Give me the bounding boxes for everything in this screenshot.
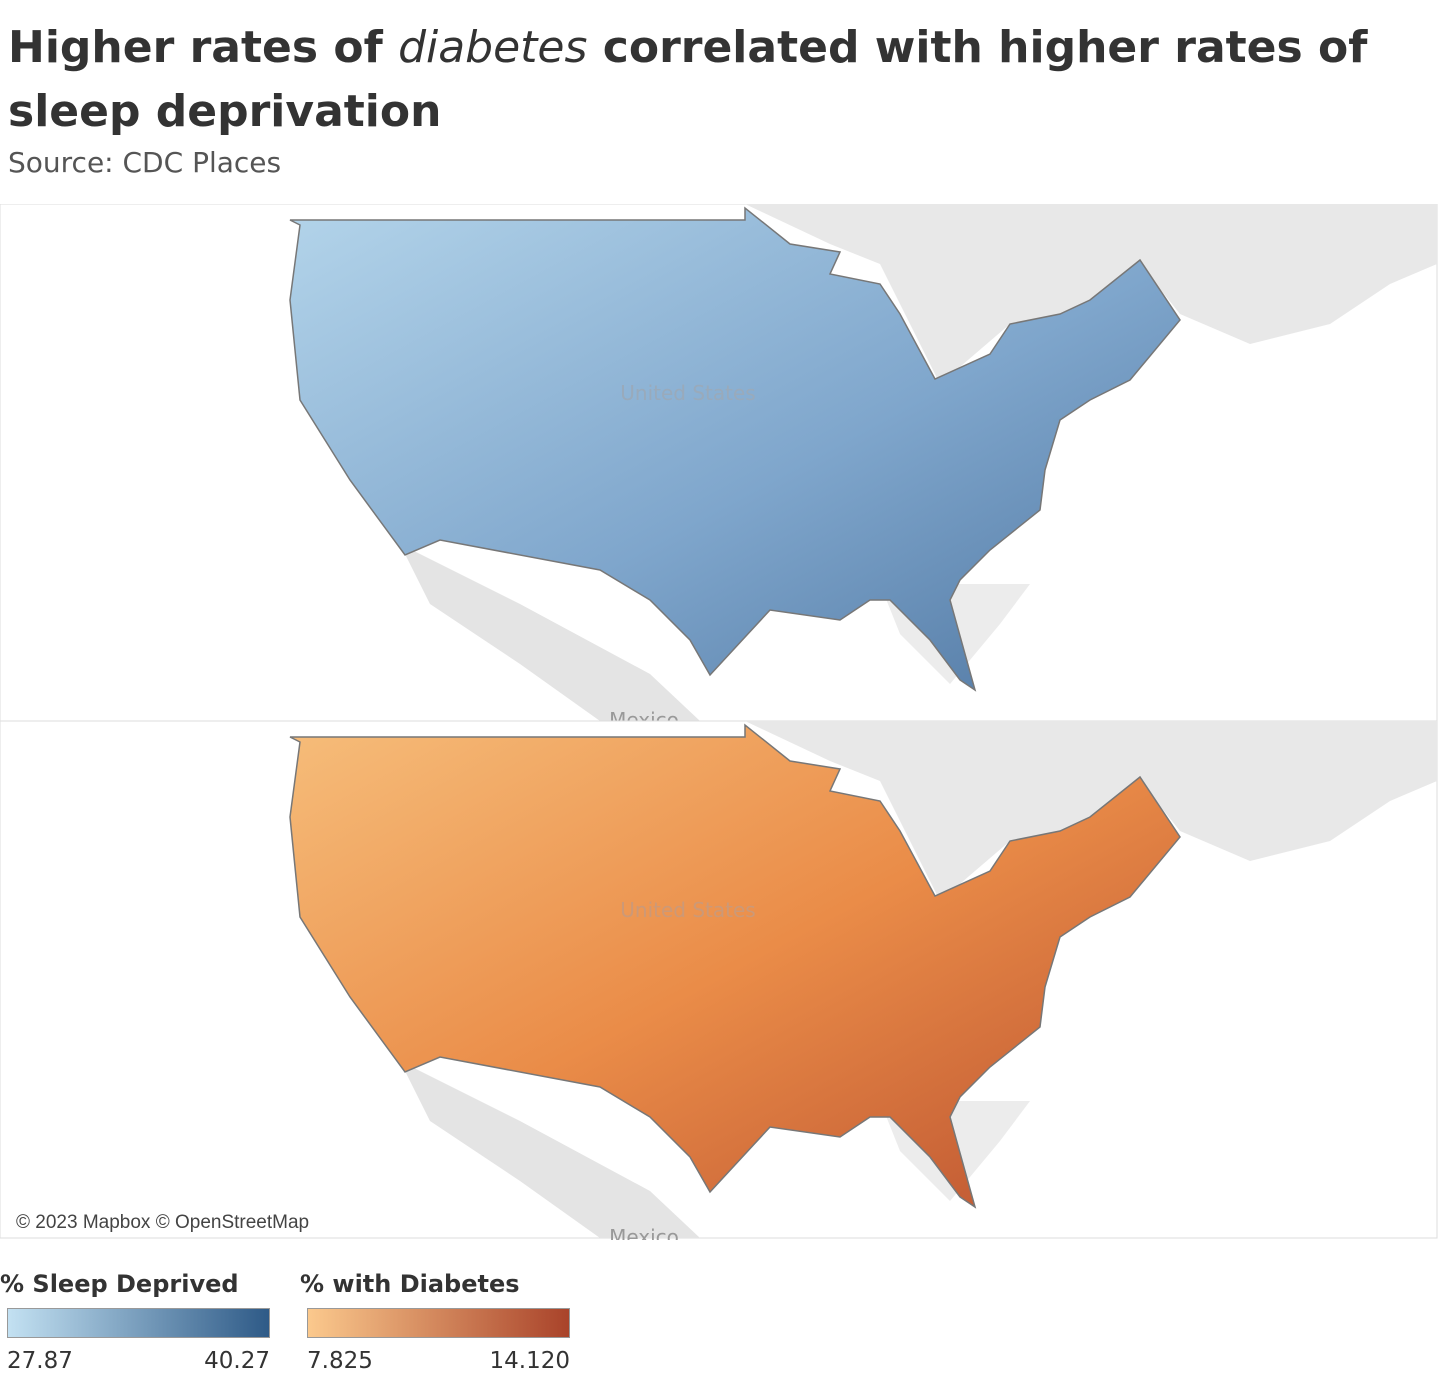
legend-bar — [7, 1308, 270, 1338]
title-part: Higher rates of — [8, 22, 399, 73]
legend-max: 14.120 — [489, 1348, 570, 1374]
map-panel: United States Mexico — [0, 204, 1438, 732]
legend-min: 27.87 — [7, 1348, 73, 1374]
legend-min: 7.825 — [307, 1348, 373, 1374]
legend-title: % Sleep Deprived — [0, 1270, 239, 1298]
map-panel: United States Mexico © 2023 Mapbox © Ope… — [0, 720, 1438, 1240]
maps: United States Mexico United States Mexic… — [0, 204, 1438, 1240]
legend: % Sleep Deprived 27.87 40.27 — [0, 1270, 270, 1374]
subtitle: Source: CDC Places — [8, 146, 282, 179]
country-label: United States — [620, 381, 755, 405]
title-part: correlated with higher rates of sleep de… — [8, 22, 1368, 137]
title: Higher rates of diabetes correlated with… — [8, 16, 1428, 144]
title-part: diabetes — [398, 22, 588, 73]
country-label: United States — [620, 898, 755, 922]
legend-bar — [307, 1308, 570, 1338]
legend-max: 40.27 — [204, 1348, 270, 1374]
attribution: © 2023 Mapbox © OpenStreetMap — [16, 1212, 309, 1233]
legend: % with Diabetes 7.825 14.120 — [300, 1270, 570, 1374]
legend-title: % with Diabetes — [300, 1270, 520, 1298]
neighbor-label: Mexico — [609, 1225, 679, 1240]
